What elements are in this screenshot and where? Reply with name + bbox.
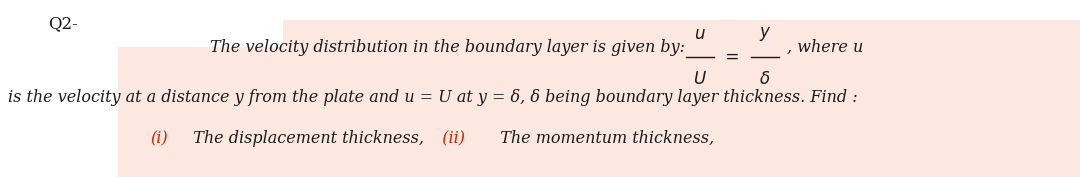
- Text: The velocity distribution in the boundary layer is given by:: The velocity distribution in the boundar…: [210, 39, 696, 56]
- Text: The momentum thickness,: The momentum thickness,: [490, 130, 714, 147]
- Text: The displacement thickness,: The displacement thickness,: [183, 130, 424, 147]
- FancyBboxPatch shape: [118, 20, 1080, 177]
- FancyBboxPatch shape: [118, 0, 283, 47]
- Text: $\mathit{\delta}$: $\mathit{\delta}$: [759, 71, 771, 88]
- Text: (ii): (ii): [432, 130, 465, 147]
- Text: , where u: , where u: [787, 39, 863, 56]
- Text: (i): (i): [150, 130, 167, 147]
- Text: $\mathit{u}$: $\mathit{u}$: [694, 26, 706, 43]
- Text: $\mathit{y}$: $\mathit{y}$: [759, 25, 771, 43]
- Text: is the velocity at a distance y from the plate and u = U at y = δ, δ being bound: is the velocity at a distance y from the…: [8, 89, 858, 106]
- Text: $=$: $=$: [721, 47, 739, 64]
- Text: Q2-: Q2-: [48, 15, 78, 32]
- Text: $\mathit{U}$: $\mathit{U}$: [693, 71, 707, 88]
